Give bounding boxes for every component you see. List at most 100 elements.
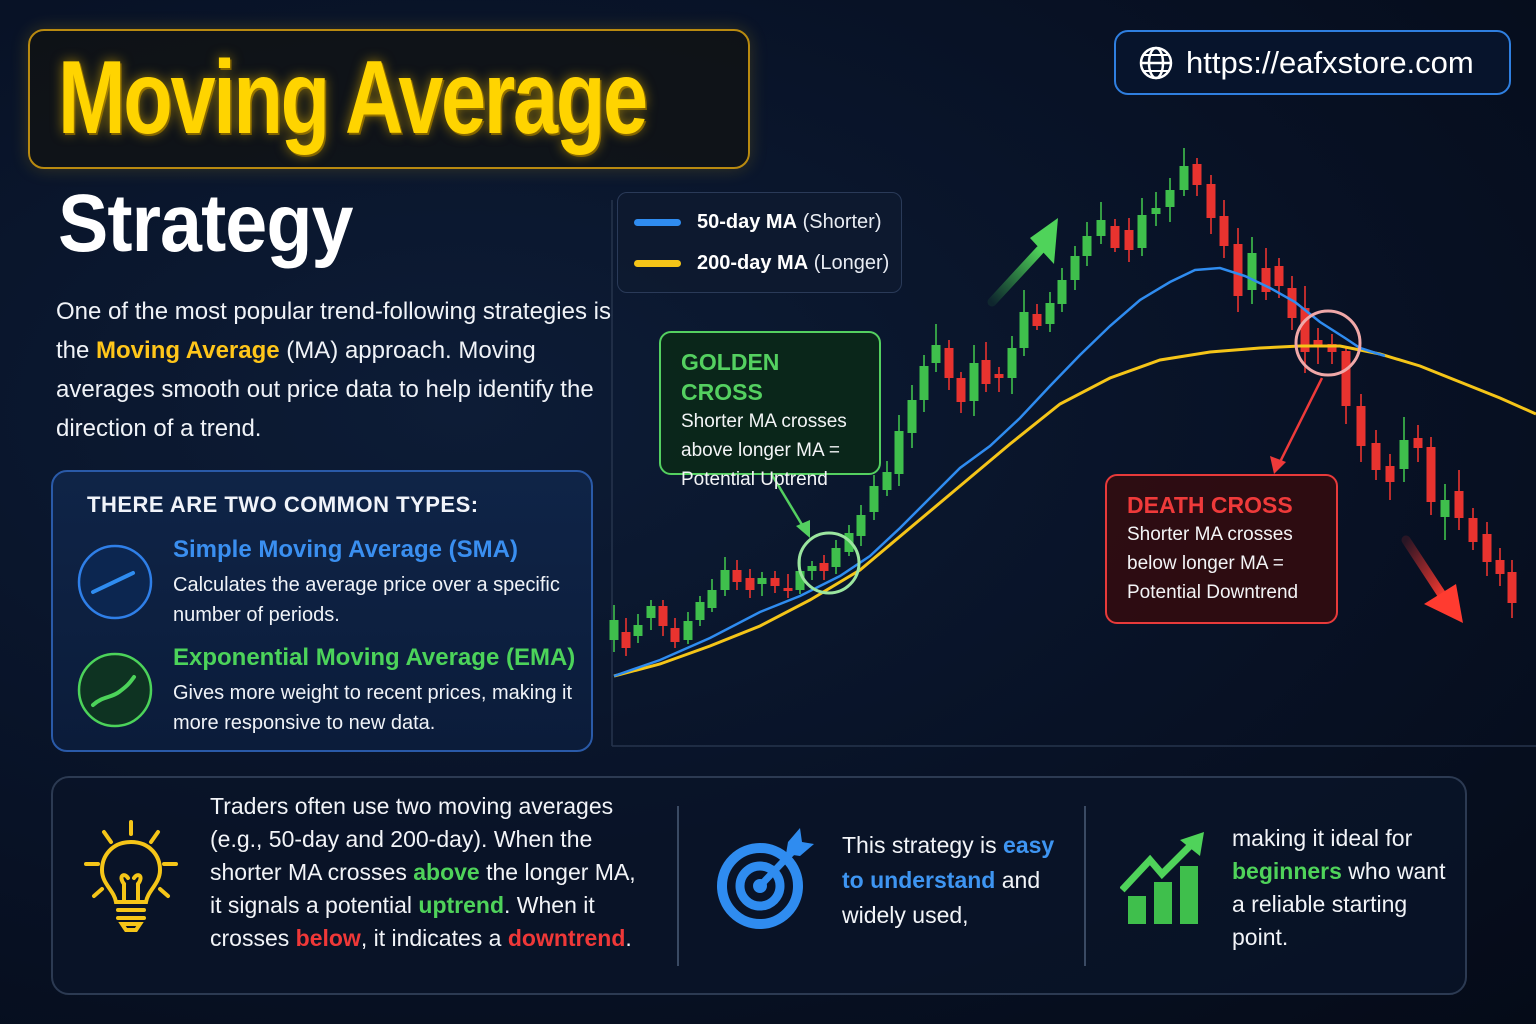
bullish-candle xyxy=(1096,220,1106,236)
intro-prefix: One of the most popular trend-following … xyxy=(56,298,611,364)
bullish-candle xyxy=(919,366,929,400)
text-run: who want a reliable starting point. xyxy=(1232,858,1446,950)
bearish-candle xyxy=(1385,466,1395,482)
bullish-candle xyxy=(1045,303,1055,324)
bearish-candle xyxy=(1327,344,1337,352)
sma-description: Calculates the average price over a spec… xyxy=(173,574,560,626)
bearish-candle xyxy=(1341,351,1351,406)
bullish-candle xyxy=(609,620,619,640)
bullish-candle xyxy=(882,472,892,490)
bearish-candle xyxy=(1124,230,1134,250)
legend-item-ma50: 50-day MA (Shorter) xyxy=(634,211,882,234)
bullish-candle xyxy=(869,486,879,512)
ema-description: Gives more weight to recent prices, maki… xyxy=(173,682,573,734)
bullish-candle xyxy=(1247,253,1257,290)
page-title: Moving Average xyxy=(58,40,648,156)
bearish-candle xyxy=(1032,314,1042,326)
bearish-candle xyxy=(1274,266,1284,286)
legend-item-ma200: 200-day MA (Longer) xyxy=(634,252,889,275)
ema-title: Exponential Moving Average (EMA) xyxy=(173,644,576,671)
bearish-candle xyxy=(1287,288,1297,318)
ma200-swatch xyxy=(634,260,681,267)
bullish-candle xyxy=(683,621,693,640)
bearish-candle xyxy=(670,628,680,642)
golden-cross-body: Shorter MA crosses above longer MA = Pot… xyxy=(681,411,847,490)
text-run: This strategy is xyxy=(842,832,1004,858)
ma-types-panel: THERE ARE TWO COMMON TYPES: Simple Movin… xyxy=(51,470,593,752)
text-run: Traders often use two moving averages (e… xyxy=(210,793,614,885)
bullish-candle xyxy=(720,570,730,590)
bearish-candle xyxy=(1413,438,1423,448)
text-run: , it indicates a xyxy=(360,925,508,951)
intro-highlight: Moving Average xyxy=(96,337,280,364)
text-run: . When it crosses xyxy=(210,892,595,951)
bullish-candle xyxy=(969,363,979,401)
highlight-red: below xyxy=(295,925,361,951)
bearish-candle xyxy=(1507,572,1517,603)
lightbulb-icon xyxy=(84,820,178,932)
uptrend-arrow-icon xyxy=(987,218,1058,307)
bullish-candle xyxy=(795,571,805,590)
highlight-red: downtrend xyxy=(507,925,626,951)
straight-line-icon xyxy=(77,544,153,620)
bearish-candle xyxy=(1468,518,1478,542)
url-text: https://eafxstore.com xyxy=(1186,44,1474,80)
bearish-candle xyxy=(1261,268,1271,292)
bullish-candle xyxy=(1057,280,1067,304)
bearish-candle xyxy=(1192,164,1202,185)
divider-2 xyxy=(1084,806,1086,966)
death-cross-body: Shorter MA crosses below longer MA = Pot… xyxy=(1127,524,1299,603)
bearish-candle xyxy=(745,578,755,590)
ma50-swatch xyxy=(634,219,681,226)
legend-ma200-bold: 200-day MA xyxy=(697,252,809,274)
bullish-candle xyxy=(633,625,643,636)
bearish-candle xyxy=(994,374,1004,378)
bearish-candle xyxy=(1300,308,1310,352)
bearish-candle xyxy=(956,378,966,402)
legend-ma50-bold: 50-day MA xyxy=(697,211,798,233)
bullish-candle xyxy=(1137,215,1147,248)
bullish-candle xyxy=(1070,256,1080,280)
target-arrow-icon xyxy=(717,828,814,929)
page-subtitle: Strategy xyxy=(58,178,353,269)
beginners-text: making it ideal for beginners who want a… xyxy=(1232,822,1462,954)
legend-ma200-note: (Longer) xyxy=(808,252,890,274)
bullish-candle xyxy=(931,345,941,363)
bullish-candle xyxy=(1019,312,1029,348)
bearish-candle xyxy=(1206,184,1216,218)
bearish-candle xyxy=(1495,560,1505,574)
tip-text: Traders often use two moving averages (e… xyxy=(210,790,640,955)
bearish-candle xyxy=(819,563,829,571)
growth-chart-icon xyxy=(1120,832,1204,924)
text-run: making it ideal for xyxy=(1232,825,1413,851)
bullish-candle xyxy=(1165,190,1175,207)
bearish-candle xyxy=(1313,340,1323,347)
bearish-candle xyxy=(1482,534,1492,562)
bullish-candle xyxy=(831,548,841,567)
bearish-candle xyxy=(1371,443,1381,470)
bullish-candle xyxy=(907,400,917,433)
golden-cross-title: GOLDEN CROSS xyxy=(681,349,780,405)
highlight-green: beginners xyxy=(1232,858,1342,884)
text-run: and widely used, xyxy=(842,867,1041,928)
golden-cross-callout: GOLDEN CROSS Shorter MA crosses above lo… xyxy=(659,331,881,490)
bullish-candle xyxy=(1440,500,1450,517)
bullish-candle xyxy=(707,590,717,608)
bullish-candle xyxy=(695,602,705,620)
bullish-candle xyxy=(807,566,817,571)
death-cross-marker xyxy=(1294,309,1362,377)
bearish-candle xyxy=(1233,244,1243,296)
bullish-candle xyxy=(1399,440,1409,469)
bearish-candle xyxy=(621,632,631,648)
intro-suffix: (MA) approach. Moving averages smooth ou… xyxy=(56,337,594,442)
curve-line-icon xyxy=(77,652,153,728)
downtrend-arrow-icon xyxy=(1401,535,1463,623)
text-run: . xyxy=(625,925,632,951)
bearish-candle xyxy=(1426,447,1436,502)
bullish-candle xyxy=(1007,348,1017,378)
bullish-candle xyxy=(844,533,854,552)
legend-ma50-note: (Shorter) xyxy=(797,211,882,233)
bullish-candle xyxy=(1179,166,1189,190)
bullish-candle xyxy=(757,578,767,584)
website-link[interactable]: https://eafxstore.com xyxy=(1114,30,1511,95)
